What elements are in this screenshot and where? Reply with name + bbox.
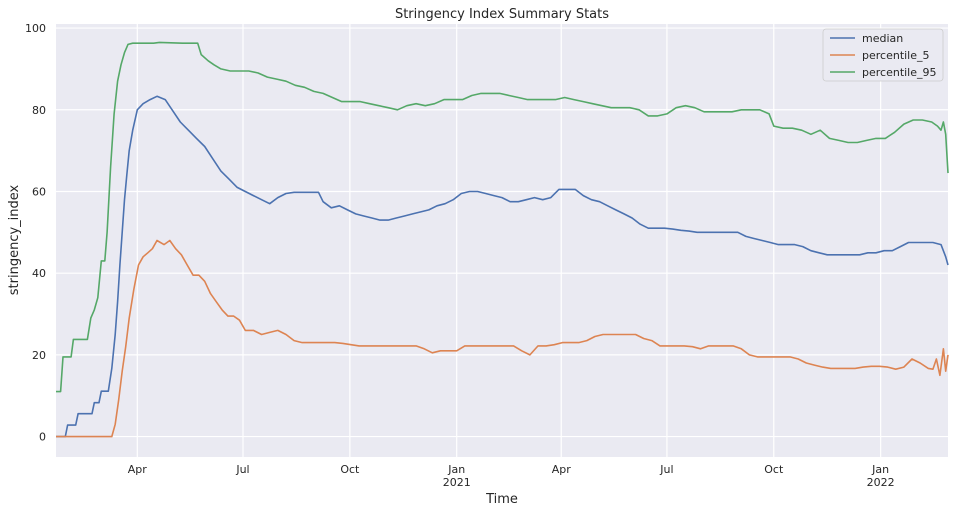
x-tick-label: Apr	[128, 463, 148, 476]
series-layer	[56, 41, 949, 438]
grid-lines	[56, 24, 948, 457]
x-tick-year-label: 2021	[443, 476, 471, 489]
legend-label-median: median	[862, 32, 903, 45]
x-tick-label: Jan	[871, 463, 889, 476]
series-line-percentile-95	[56, 41, 949, 393]
legend: median percentile_5 percentile_95	[822, 28, 944, 82]
y-tick-label: 0	[39, 431, 46, 444]
x-tick-year-label: 2022	[867, 476, 895, 489]
x-axis-title: Time	[485, 492, 518, 507]
series-line-median	[56, 95, 949, 438]
y-axis-title: stringency_index	[7, 184, 22, 295]
x-tick-label: Oct	[340, 463, 360, 476]
x-tick-label: Oct	[764, 463, 784, 476]
y-tick-label: 60	[32, 185, 46, 198]
x-tick-label: Apr	[552, 463, 572, 476]
x-tick-label: Jul	[235, 463, 249, 476]
legend-box	[822, 28, 944, 82]
y-tick-label: 40	[32, 267, 46, 280]
x-tick-label: Jan	[447, 463, 465, 476]
legend-label-percentile-5: percentile_5	[862, 49, 930, 62]
chart-title: Stringency Index Summary Stats	[395, 7, 609, 22]
series-line-percentile-5	[56, 239, 949, 438]
legend-label-percentile-95: percentile_95	[862, 66, 937, 79]
x-tick-label: Jul	[659, 463, 673, 476]
y-tick-label: 80	[32, 104, 46, 117]
y-tick-label: 20	[32, 349, 46, 362]
plot-background	[56, 24, 948, 457]
y-tick-label: 100	[25, 22, 46, 35]
y-axis-ticks: 0 20 40 60 80 100	[25, 22, 46, 443]
